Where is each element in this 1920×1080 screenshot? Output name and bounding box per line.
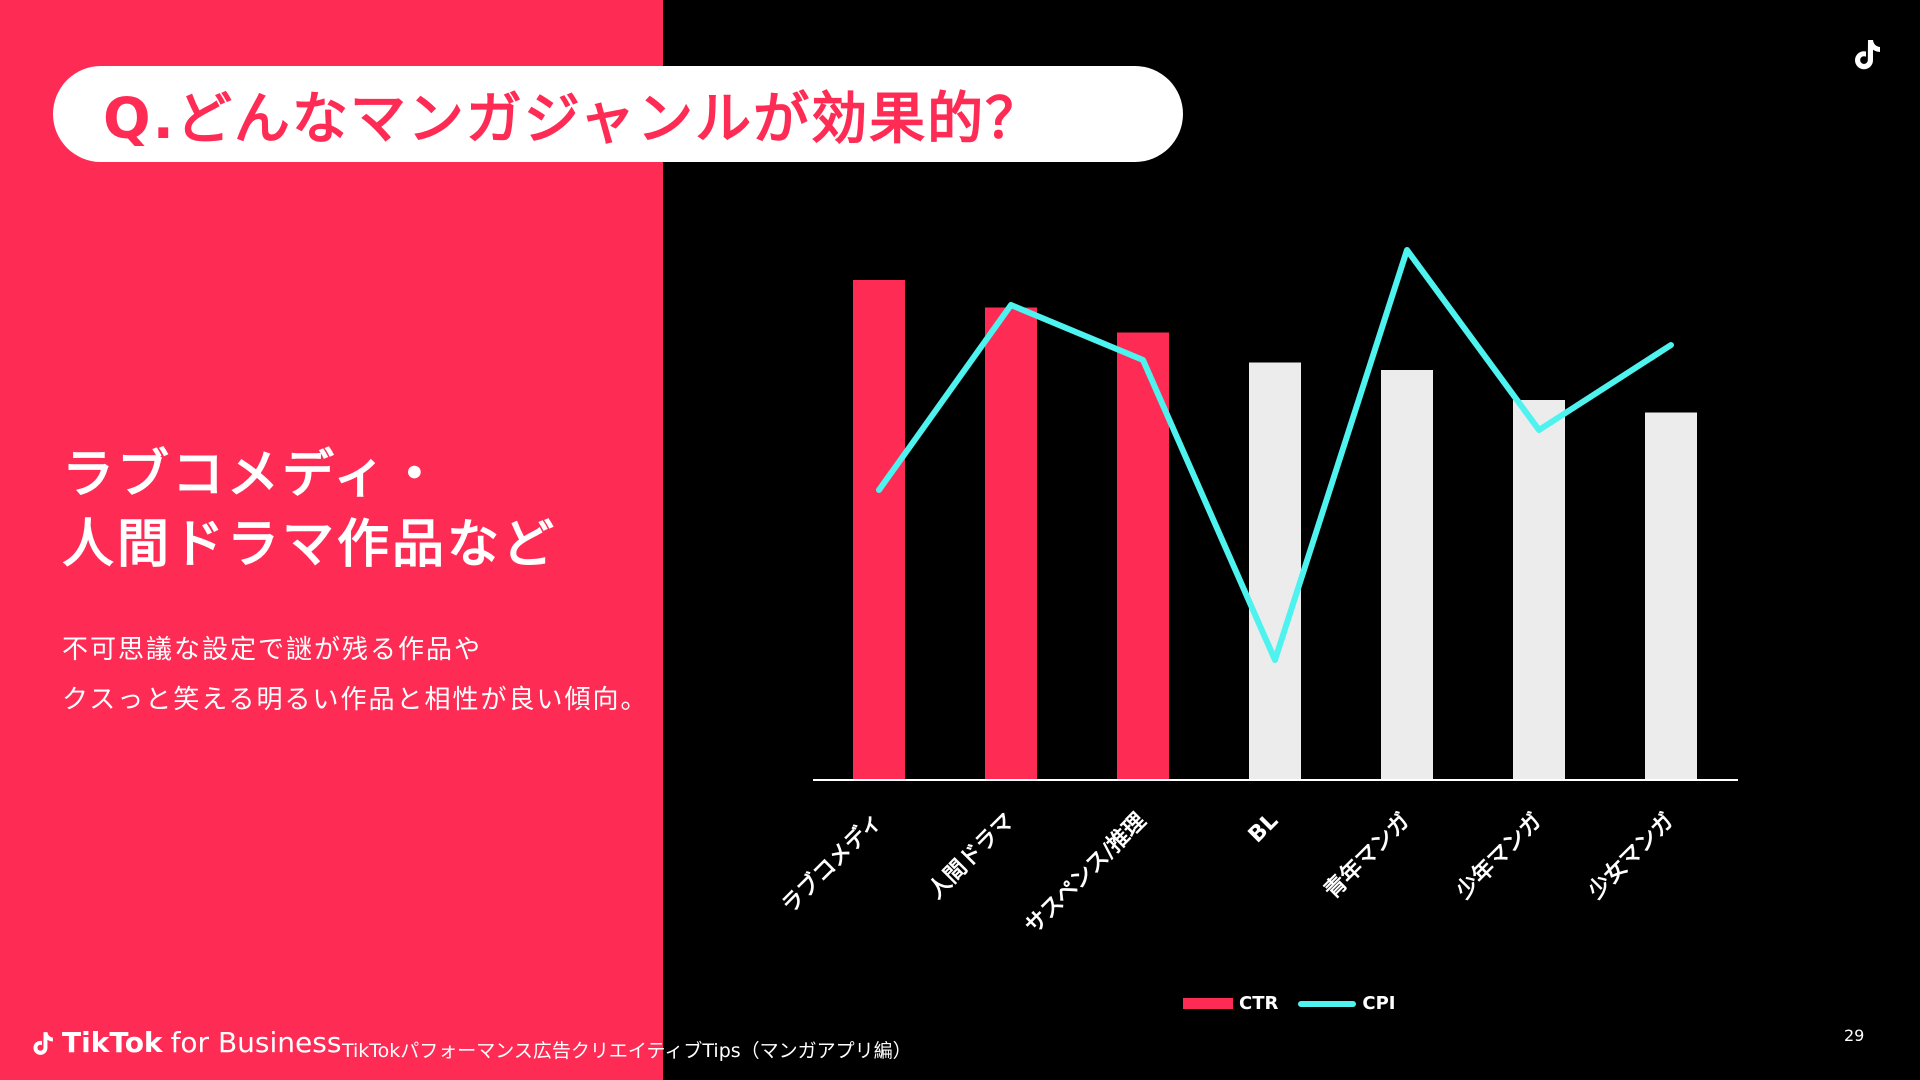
x-tick-label-6: 少女マンガ [1582, 808, 1679, 905]
legend-label-ctr: CTR [1239, 993, 1279, 1014]
tiktok-logo-icon [33, 1031, 53, 1055]
body-line-1: 不可思議な設定で謎が残る作品や [62, 635, 483, 665]
headline-line-2: 人間ドラマ作品など [62, 515, 558, 575]
bar-6 [1645, 412, 1697, 780]
footer-brand-suffix: for Business [170, 1026, 342, 1059]
x-tick-label-5: 少年マンガ [1450, 808, 1547, 905]
x-tick-label-3: BL [1244, 809, 1283, 848]
x-tick-label-1: 人間ドラマ [924, 809, 1019, 904]
series-line-cpi [876, 247, 1674, 663]
bar-0 [853, 280, 905, 780]
bar-2 [1117, 332, 1169, 780]
legend-label-cpi: CPI [1362, 993, 1396, 1014]
legend: CTR CPI [1183, 993, 1395, 1014]
legend-swatch-ctr [1183, 998, 1233, 1009]
legend-swatch-cpi [1298, 1000, 1357, 1007]
body-line-2: クスっと笑える明るい作品と相性が良い傾向。 [62, 685, 649, 715]
bar-4 [1381, 370, 1433, 780]
headline: ラブコメディ・ 人間ドラマ作品など [62, 440, 557, 580]
page-title: Q.どんなマンガジャンルが効果的？ [103, 86, 1044, 152]
footer-brand: TikTok [62, 1026, 163, 1059]
footer-logo: TikTok for Business [28, 1026, 341, 1059]
body-text: 不可思議な設定で謎が残る作品や クスっと笑える明るい作品と相性が良い傾向。 [62, 625, 648, 725]
bar-1 [985, 307, 1037, 780]
footer-note: TikTokパフォーマンス広告クリエイティブTips（マンガアプリ編） [342, 1040, 912, 1062]
left-panel [0, 0, 663, 1080]
title-pill: Q.どんなマンガジャンルが効果的？ [53, 66, 1183, 162]
x-tick-label-2: サスペンス/推理 [1021, 809, 1152, 940]
tiktok-icon [1855, 40, 1880, 70]
bar-5 [1513, 400, 1565, 780]
bar-3 [1249, 362, 1301, 780]
x-tick-label-0: ラブコメディ [777, 808, 888, 919]
x-tick-label-4: 青年マンガ [1319, 808, 1415, 904]
page-number: 29 [1844, 1026, 1865, 1045]
headline-line-1: ラブコメディ・ [62, 445, 444, 505]
